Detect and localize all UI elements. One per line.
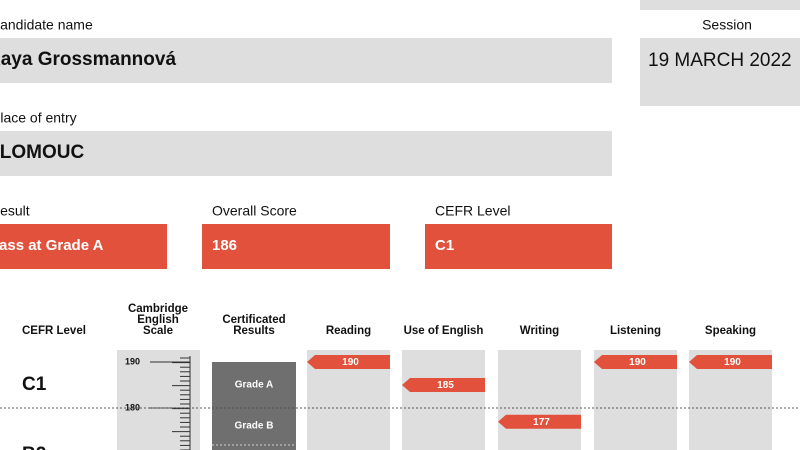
score-arrow bbox=[402, 378, 485, 392]
top-box bbox=[640, 0, 800, 10]
skill-header: Reading bbox=[326, 325, 371, 337]
scale-header: Scale bbox=[143, 325, 173, 337]
score-arrow bbox=[689, 355, 772, 369]
score-label: 177 bbox=[533, 417, 550, 428]
certificated-header: Certificated bbox=[222, 314, 285, 326]
skill-column bbox=[498, 350, 581, 450]
scale-column bbox=[117, 350, 200, 450]
scale-header: Cambridge bbox=[128, 303, 188, 315]
score-arrow bbox=[594, 355, 677, 369]
candidate-box bbox=[0, 38, 612, 83]
grade-box bbox=[212, 362, 296, 450]
score-label: 190 bbox=[724, 357, 741, 368]
level-label: C1 bbox=[22, 374, 47, 395]
scale-header: English bbox=[137, 314, 179, 326]
skill-header: Writing bbox=[520, 325, 559, 337]
place-value: OLOMOUC bbox=[0, 142, 84, 163]
candidate-value: Kaya Grossmannová bbox=[0, 49, 176, 70]
skill-column bbox=[402, 350, 485, 450]
score-label: 190 bbox=[342, 357, 359, 368]
score-arrow bbox=[498, 414, 581, 429]
scale-tick-label: 180 bbox=[125, 402, 140, 412]
cefr-header: CEFR Level bbox=[22, 325, 86, 337]
skill-header: Use of English bbox=[404, 325, 484, 337]
place-label: Place of entry bbox=[0, 110, 77, 126]
score-arrow bbox=[307, 355, 390, 369]
candidate-label: Candidate name bbox=[0, 17, 93, 33]
grade-label: Grade A bbox=[235, 380, 274, 391]
skill-header: Speaking bbox=[705, 325, 756, 337]
place-box bbox=[0, 131, 612, 176]
grade-label: Grade B bbox=[235, 421, 274, 432]
session-box bbox=[640, 38, 800, 106]
cefr-label: CEFR Level bbox=[435, 203, 510, 219]
overall-box bbox=[202, 224, 390, 269]
score-label: 185 bbox=[437, 380, 454, 391]
result-label: Result bbox=[0, 203, 30, 219]
cefr-value: C1 bbox=[435, 237, 454, 254]
score-label: 190 bbox=[629, 357, 646, 368]
result-box bbox=[0, 224, 167, 269]
certificated-header: Results bbox=[233, 325, 275, 337]
overall-value: 186 bbox=[212, 237, 237, 254]
level-label: B2 bbox=[22, 444, 46, 450]
scale-tick-label: 190 bbox=[125, 356, 140, 366]
overall-label: Overall Score bbox=[212, 203, 297, 219]
skill-header: Listening bbox=[610, 325, 661, 337]
result-value: Pass at Grade A bbox=[0, 237, 104, 254]
session-value: 19 MARCH 2022 bbox=[648, 50, 792, 71]
session-label: Session bbox=[702, 17, 752, 33]
cefr-box bbox=[425, 224, 612, 269]
